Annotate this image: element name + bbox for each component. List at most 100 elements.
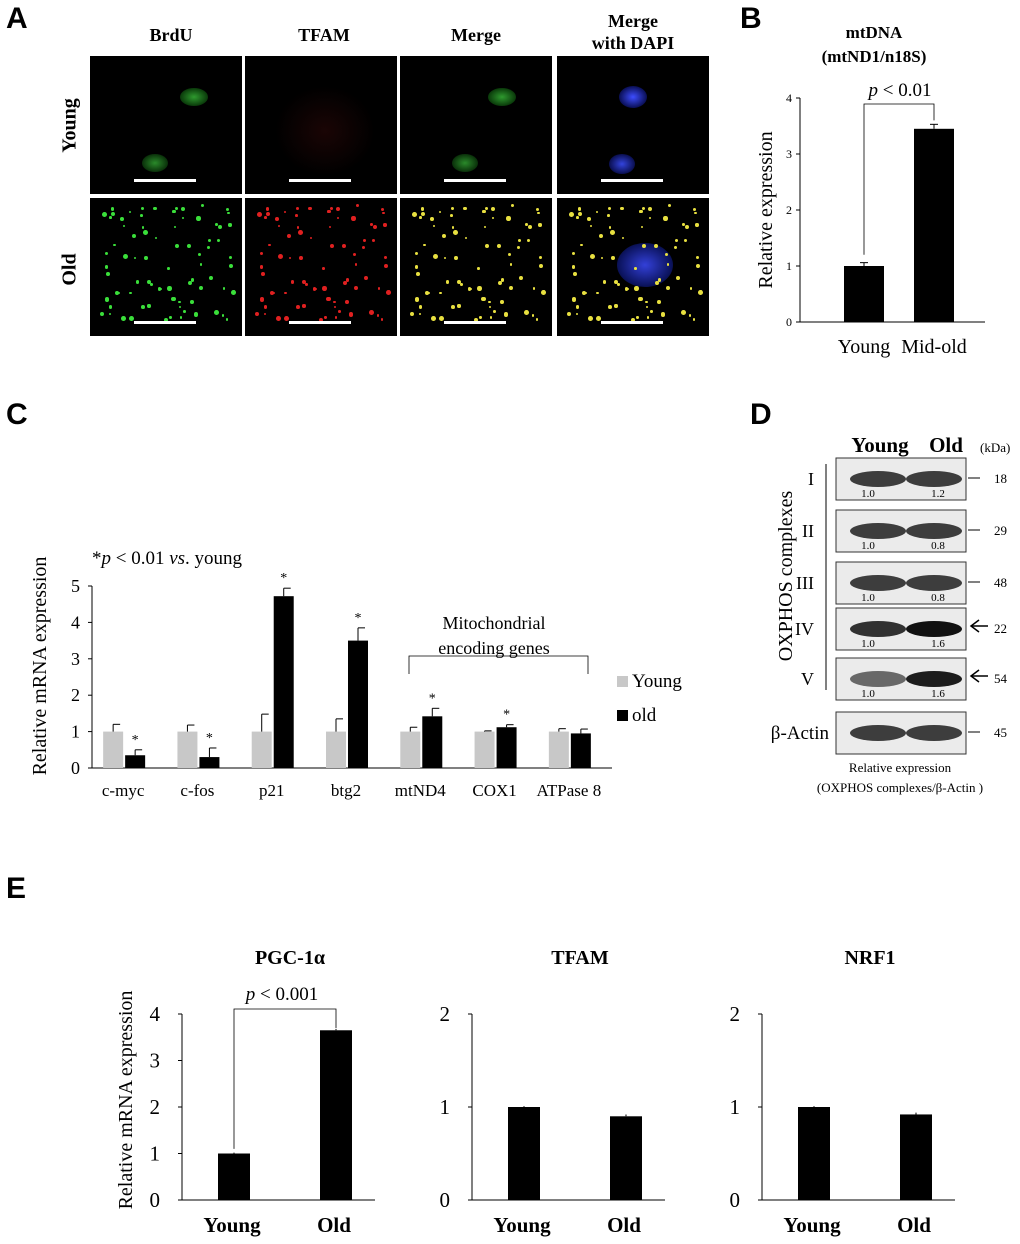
fluorescence-dot [614,304,618,308]
fluorescence-dot [531,314,535,317]
fluorescence-dot [183,309,186,313]
arrow-icon [969,669,980,683]
fluorescence-dot [140,213,144,217]
fluorescence-dot [527,224,532,229]
fluorescence-dot [668,204,672,208]
fluorescence-dot [484,206,488,211]
fluorescence-dot [121,316,127,322]
fluorescence-dot [354,263,358,267]
y-tick-label: 2 [730,1002,741,1026]
bar-young-mtND4 [400,731,421,768]
fluorescence-dot [333,300,336,304]
fluorescence-dot [684,224,689,229]
p-value-annotation: p < 0.01 [867,80,932,101]
fluorescence-dot [324,316,327,319]
significance-star: * [206,731,213,746]
fluorescence-dot [595,210,598,213]
micrograph-old-brdu [90,198,242,336]
significance-star: * [132,733,139,748]
fluorescence-dot [298,256,303,260]
fluorescence-dot [147,304,151,308]
fluorescence-dot [225,318,229,321]
fluorescence-dot [182,217,185,220]
bar-old-COX1 [496,727,517,768]
x-tick-label: Young [838,336,890,358]
y-tick-label: 3 [150,1049,161,1073]
band [850,621,906,637]
bar-mid-old [914,128,954,322]
col-header-tfam: TFAM [298,25,350,45]
fluorescence-dot [607,206,611,211]
y-tick-label: 1 [786,259,792,273]
fluorescence-dot [228,255,232,259]
row-header-old: Old [58,253,81,286]
fluorescence-dot [542,290,546,293]
fluorescence-dot [265,207,270,211]
fluorescence-dot [511,204,515,208]
y-tick-label: 5 [71,576,80,596]
fluorescence-dot [641,206,645,211]
fluorescence-dot [302,280,307,285]
fluorescence-dot [590,225,593,228]
fluorescence-dot [314,287,317,291]
fluorescence-dot [110,212,115,217]
fluorescence-dot [381,211,385,215]
fluorescence-dot [465,236,468,239]
fluorescence-dot [387,290,391,293]
fluorescence-dot [538,223,542,227]
fluorescence-dot [453,230,458,235]
fluorescence-dot [322,286,327,291]
fluorescence-dot [572,297,577,302]
fluorescence-dot [525,223,529,227]
fluorescence-dot [117,291,120,295]
fluorescence-dot [256,212,262,217]
fluorescence-dot [380,207,385,212]
y-axis-label: Relative expression [755,131,777,288]
fluorescence-dot [120,217,124,221]
chart-title: TFAM [551,947,609,969]
fluorescence-dot [589,253,595,259]
panel-b-letter: B [740,2,762,35]
panel-d-letter: D [750,398,772,431]
bracket-label: encoding genes [438,638,549,658]
fluorescence-dot [506,216,511,221]
fluorescence-dot [575,305,580,309]
fluorescence-dot [260,297,265,302]
fluorescence-dot [538,255,542,259]
band-value: 1.2 [931,488,945,500]
fluorescence-dot [217,224,222,229]
group-label: OXPHOS complexes [775,491,797,662]
fluorescence-dot [196,216,201,221]
fluorescence-dot [538,263,543,268]
fluorescence-dot [469,287,472,291]
row-header-young: Young [58,98,81,153]
fluorescence-dot [167,286,172,291]
fluorescence-dot [263,312,266,315]
fluorescence-dot [193,312,199,317]
fluorescence-dot [338,309,341,313]
x-tick-label: mtND4 [395,781,447,800]
fluorescence-dot [286,233,292,239]
fluorescence-dot [222,287,226,290]
fluorescence-dot [179,316,183,319]
bar-young [798,1107,830,1200]
fluorescence-dot [113,243,116,247]
fluorescence-dot [232,290,236,293]
y-tick-label: 0 [71,758,80,778]
fluorescence-dot [483,210,486,214]
fluorescence-dot [110,207,115,211]
chart-e-tfam: TFAM 0 1 2 Young Old [440,947,665,1237]
fluorescence-dot [666,286,671,291]
kda-value: 22 [994,621,1007,636]
y-tick-label: 4 [786,91,792,105]
fluorescence-dot [441,233,447,239]
bar-old-c-fos [199,757,220,768]
fluorescence-dot [334,306,337,309]
fluorescence-dot [646,316,650,319]
fluorescence-dot [410,311,415,317]
scale-bar [444,179,506,182]
fluorescence-dot [353,252,357,256]
fluorescence-dot [415,297,420,302]
kda-value: 29 [994,523,1007,538]
fluorescence-dot [364,275,368,280]
